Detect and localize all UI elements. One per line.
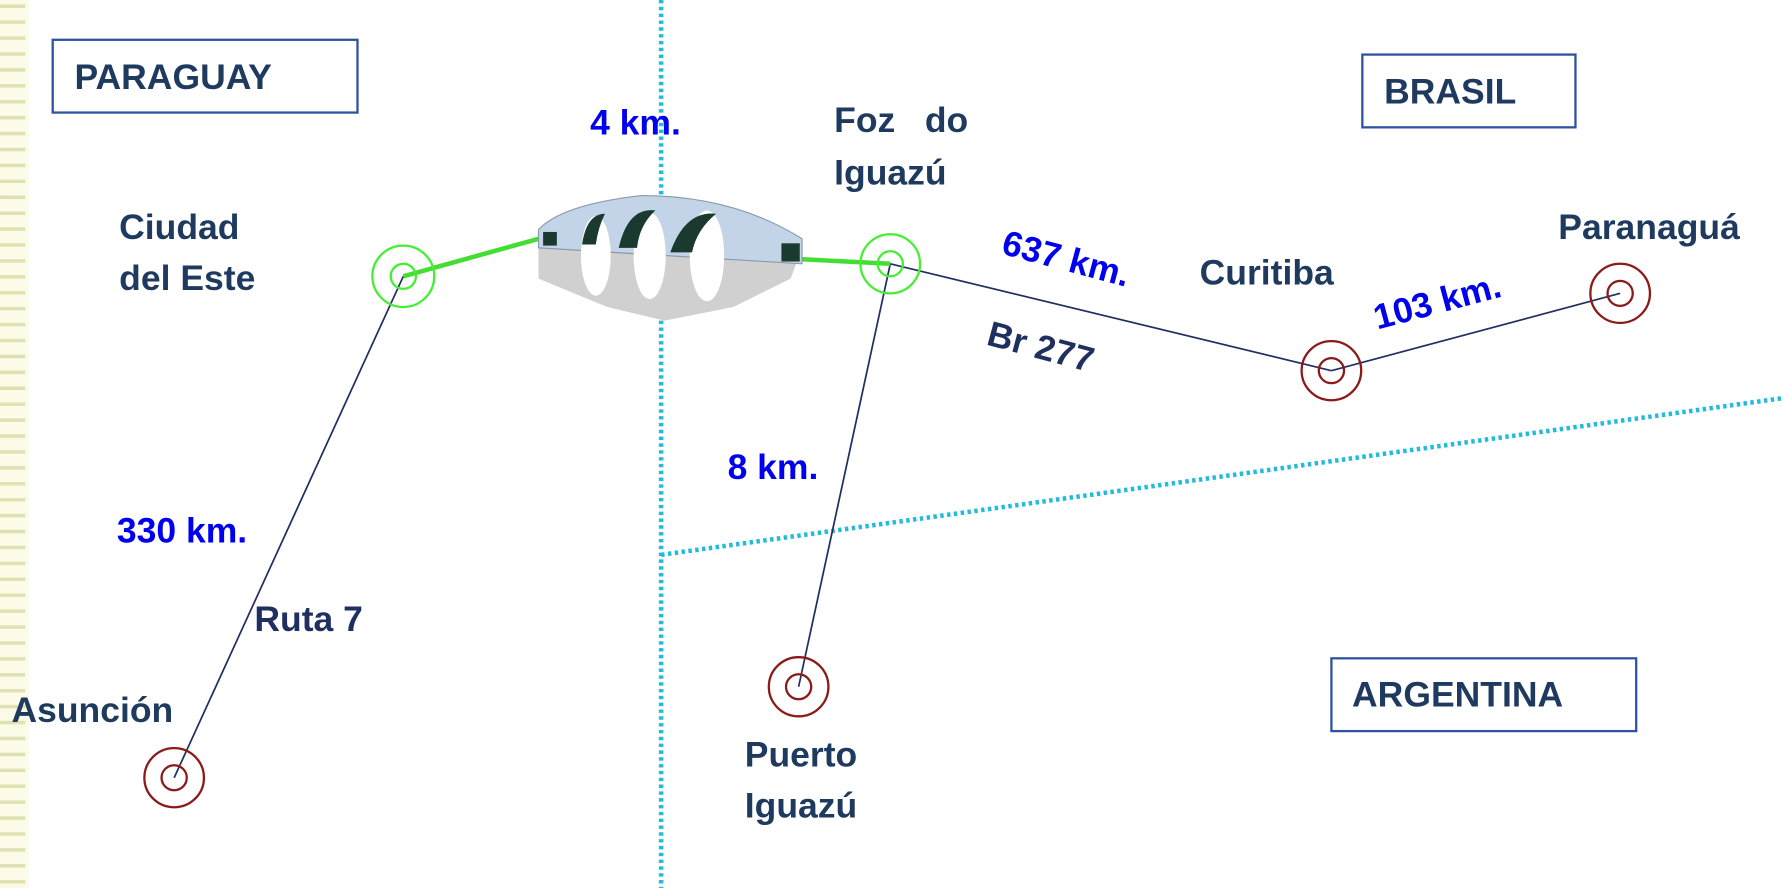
bridge-icon	[537, 194, 803, 321]
country-label: ARGENTINA	[1352, 675, 1563, 714]
distance-label: 103 km.	[1369, 266, 1505, 337]
country-box	[51, 38, 359, 114]
city-label: Iguazú	[745, 787, 857, 826]
distance-label: 8 km.	[728, 448, 819, 487]
city-label: Puerto	[745, 736, 857, 775]
border-line	[660, 395, 1784, 558]
bridge-road	[402, 236, 891, 279]
city-label: Paranaguá	[1558, 208, 1740, 247]
city-label: Foz do	[834, 101, 968, 140]
nodes	[143, 233, 1652, 809]
distance-label: 4 km.	[590, 103, 681, 142]
city-label: del Este	[119, 259, 255, 298]
country-box	[1361, 53, 1577, 129]
city-label: Curitiba	[1200, 254, 1334, 293]
distance-label: 330 km.	[117, 512, 247, 551]
side-strip	[0, 0, 29, 888]
city-label: Ciudad	[119, 208, 239, 247]
country-label: PARAGUAY	[74, 58, 272, 97]
city-label: Asunción	[11, 691, 173, 730]
city-label: Iguazú	[834, 154, 946, 193]
route-label: Ruta 7	[254, 600, 363, 639]
distance-label: 637 km.	[998, 224, 1134, 295]
country-box	[1330, 657, 1638, 733]
roads	[173, 262, 1621, 779]
route-label: Br 277	[983, 315, 1098, 380]
country-label: BRASIL	[1384, 73, 1516, 112]
